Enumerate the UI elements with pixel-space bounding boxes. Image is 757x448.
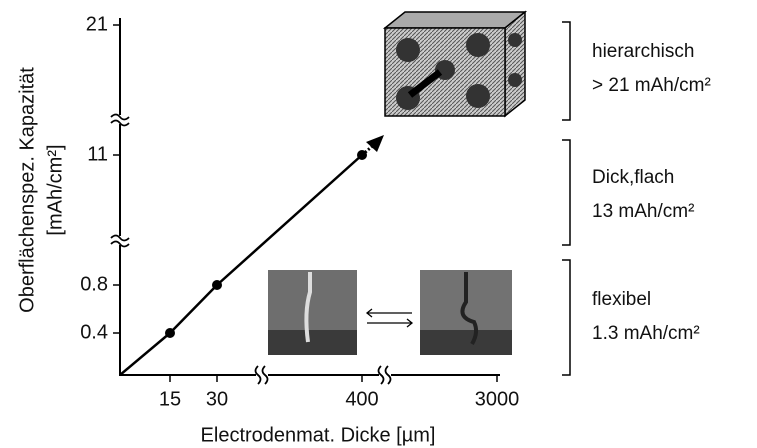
- y-axis-label: [mAh/cm²]: [44, 144, 66, 235]
- point: [357, 150, 367, 160]
- y-tick-label: 0.4: [80, 321, 108, 343]
- annotation-title: flexibel: [592, 289, 651, 310]
- y-tick-label: 0.8: [80, 273, 108, 295]
- x-axis-label: Electrodenmat. Dicke [µm]: [201, 424, 436, 446]
- brackets: [562, 22, 570, 375]
- point: [212, 280, 222, 290]
- annotation-text: 1.3 mAh/cm²: [592, 323, 700, 344]
- line-lead: [120, 333, 170, 375]
- x-tick-label: 400: [345, 388, 378, 410]
- chart: Oberflächenspez. Kapazität [mAh/cm²] Ele…: [0, 0, 757, 448]
- annotation-text: > 21 mAh/cm²: [592, 75, 711, 96]
- cube-illustration: [385, 12, 525, 116]
- point: [165, 328, 175, 338]
- y-tick-label: 21: [86, 13, 108, 35]
- x-tick-label: 15: [159, 388, 181, 410]
- y-tick-label: 11: [87, 143, 108, 165]
- annotation-title: hierarchisch: [592, 41, 694, 62]
- x-tick-label: 30: [206, 388, 228, 410]
- y-axis-label: Oberflächenspez. Kapazität: [16, 67, 38, 313]
- annotation-title: Dick,flach: [592, 167, 674, 188]
- x-tick-label: 3000: [475, 388, 520, 410]
- photos: [268, 270, 512, 355]
- annotation-text: 13 mAh/cm²: [592, 201, 694, 222]
